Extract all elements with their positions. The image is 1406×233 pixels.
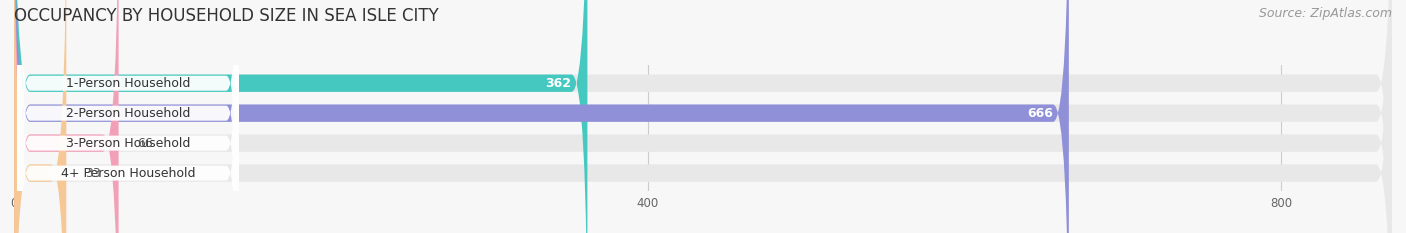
- FancyBboxPatch shape: [14, 0, 1392, 233]
- FancyBboxPatch shape: [17, 0, 239, 233]
- Text: 362: 362: [546, 77, 572, 90]
- Text: 33: 33: [86, 167, 101, 180]
- Text: 3-Person Household: 3-Person Household: [66, 137, 190, 150]
- Text: 4+ Person Household: 4+ Person Household: [60, 167, 195, 180]
- FancyBboxPatch shape: [17, 0, 239, 233]
- FancyBboxPatch shape: [14, 0, 118, 233]
- Text: OCCUPANCY BY HOUSEHOLD SIZE IN SEA ISLE CITY: OCCUPANCY BY HOUSEHOLD SIZE IN SEA ISLE …: [14, 7, 439, 25]
- FancyBboxPatch shape: [14, 0, 1392, 233]
- Text: 1-Person Household: 1-Person Household: [66, 77, 190, 90]
- FancyBboxPatch shape: [14, 0, 1392, 233]
- FancyBboxPatch shape: [17, 0, 239, 233]
- FancyBboxPatch shape: [14, 0, 66, 233]
- Text: 2-Person Household: 2-Person Household: [66, 107, 190, 120]
- Text: 666: 666: [1028, 107, 1053, 120]
- FancyBboxPatch shape: [14, 0, 1069, 233]
- FancyBboxPatch shape: [14, 0, 1392, 233]
- FancyBboxPatch shape: [14, 0, 588, 233]
- Text: Source: ZipAtlas.com: Source: ZipAtlas.com: [1258, 7, 1392, 20]
- Text: 66: 66: [138, 137, 153, 150]
- FancyBboxPatch shape: [17, 0, 239, 233]
